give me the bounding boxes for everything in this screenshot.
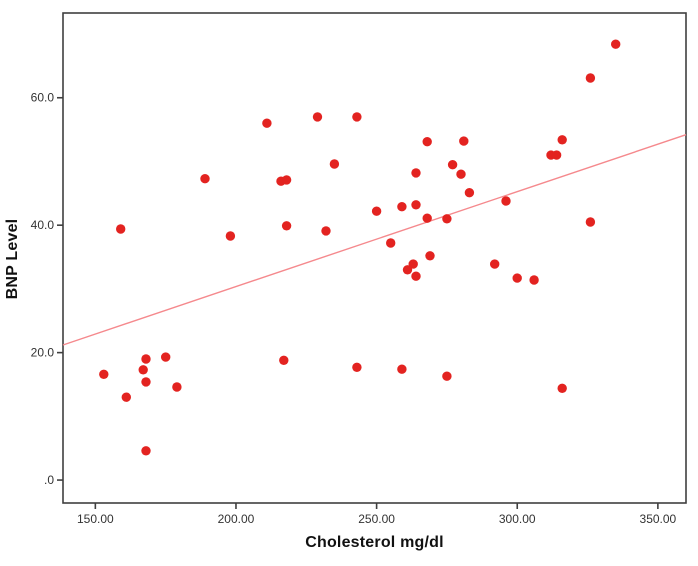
data-point [408, 259, 418, 269]
data-point [321, 226, 331, 236]
data-point [386, 238, 396, 248]
data-point [312, 112, 323, 122]
data-point [281, 221, 292, 231]
y-tick-label: 60.0 [31, 91, 55, 105]
data-point [262, 118, 272, 128]
data-point [447, 160, 458, 170]
data-point [411, 200, 421, 210]
data-point [512, 273, 522, 283]
data-point [172, 382, 182, 392]
data-point [161, 352, 171, 362]
data-point [459, 136, 469, 146]
data-point [99, 369, 109, 379]
x-tick-label: 200.00 [218, 512, 255, 526]
y-tick-label: 40.0 [31, 218, 55, 232]
data-point [352, 362, 362, 372]
data-point [585, 217, 596, 227]
data-point [464, 188, 475, 198]
data-point [281, 175, 292, 185]
data-point [422, 137, 432, 147]
data-point [456, 169, 466, 179]
data-point [397, 364, 407, 374]
x-tick-label: 250.00 [358, 512, 395, 526]
data-point [329, 159, 340, 169]
data-point [141, 446, 151, 456]
fit-line [62, 134, 687, 346]
x-axis-title: Cholesterol mg/dl [305, 534, 444, 551]
data-point [141, 354, 151, 364]
data-point [611, 39, 621, 49]
data-point [411, 168, 421, 178]
y-axis-title: BNP Level [4, 218, 21, 300]
y-tick-label: 20.0 [31, 346, 55, 360]
y-tick-label: .0 [44, 473, 54, 487]
data-point [138, 365, 148, 375]
x-tick-label: 300.00 [499, 512, 536, 526]
data-point [141, 377, 151, 387]
data-point [371, 206, 382, 216]
data-point [116, 224, 126, 234]
data-point [279, 355, 289, 365]
data-point [411, 271, 421, 281]
data-point [442, 371, 452, 381]
data-point [501, 196, 511, 206]
x-tick-label: 150.00 [77, 512, 114, 526]
data-point [557, 383, 567, 393]
data-point [585, 73, 596, 83]
data-point [397, 202, 407, 212]
data-point [551, 150, 562, 160]
data-point [225, 231, 236, 241]
data-point [490, 259, 500, 269]
data-point [352, 112, 362, 122]
data-point [422, 213, 432, 223]
data-point [121, 392, 131, 402]
data-point [442, 214, 452, 224]
x-tick-label: 350.00 [640, 512, 677, 526]
data-point [200, 174, 210, 184]
data-point [529, 275, 539, 285]
data-point [557, 135, 567, 145]
plot-border [62, 12, 687, 504]
data-point [402, 265, 413, 275]
data-point [425, 251, 435, 261]
